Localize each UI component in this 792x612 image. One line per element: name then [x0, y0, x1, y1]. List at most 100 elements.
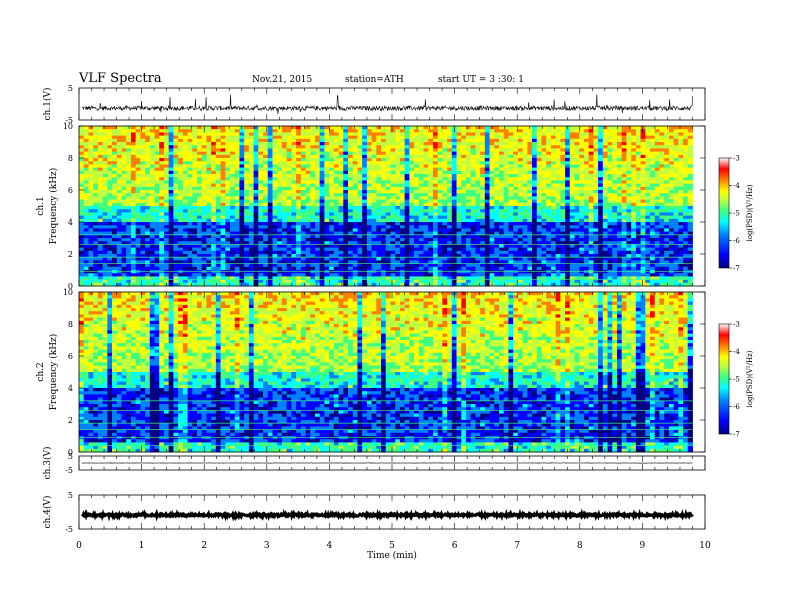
spectrogram-cell — [399, 247, 406, 252]
spectrogram-cell — [102, 174, 108, 178]
spectrogram-cell — [517, 196, 523, 200]
spectrogram-cell — [376, 241, 382, 245]
spectrogram-cell — [461, 276, 467, 280]
spectrogram-cell — [88, 244, 94, 248]
spectrogram-cell — [484, 215, 490, 220]
spectrogram-cell — [414, 276, 420, 280]
spectrogram-cell — [145, 145, 151, 149]
spectrogram-cell — [305, 276, 311, 280]
spectrogram-cell — [277, 266, 283, 271]
spectrogram-cell — [248, 126, 255, 130]
spectrogram-cell — [211, 174, 217, 178]
spectrogram-cell — [532, 282, 538, 287]
spectrogram-cell — [333, 279, 339, 284]
spectrogram-cell — [352, 158, 358, 162]
spectrogram-cell — [149, 250, 155, 255]
spectrogram-cell — [333, 263, 339, 268]
spectrogram-cell — [418, 276, 424, 280]
spectrogram-cell — [352, 254, 358, 258]
spectrogram-cell — [470, 250, 476, 255]
spectrogram-cell — [546, 167, 552, 172]
spectrogram-cell — [343, 212, 349, 216]
spectrogram-cell — [418, 215, 424, 220]
spectrogram-cell — [211, 218, 217, 223]
spectrogram-cell — [347, 231, 354, 236]
spectrogram-cell — [508, 142, 514, 146]
spectrogram-cell — [211, 282, 217, 287]
spectrogram-cell — [305, 199, 311, 204]
spectrogram-cell — [484, 231, 490, 236]
spectrogram-cell — [97, 254, 103, 258]
spectrogram-cell — [465, 186, 472, 191]
spectrogram-cell — [286, 266, 292, 271]
spectrogram-cell — [135, 132, 141, 136]
spectrogram-cell — [220, 238, 226, 242]
spectrogram-cell — [470, 244, 476, 248]
spectrogram-cell — [376, 222, 382, 226]
spectrogram-cell — [277, 177, 283, 181]
spectrogram-cell — [409, 199, 415, 204]
spectrogram-cell — [395, 266, 401, 271]
spectrogram-cell — [503, 174, 509, 178]
spectrogram-cell — [263, 263, 269, 268]
spectrogram-cell — [494, 238, 500, 242]
spectrogram-cell — [206, 247, 212, 252]
spectrogram-cell — [499, 212, 505, 216]
spectrogram-cell — [385, 148, 391, 152]
spectrogram-cell — [305, 215, 311, 220]
spectrogram-cell — [112, 186, 118, 191]
spectrogram-cell — [423, 193, 429, 197]
spectrogram-cell — [149, 276, 155, 280]
spectrogram-cell — [442, 164, 448, 168]
spectrogram-cell — [437, 212, 443, 216]
spectrogram-cell — [484, 190, 490, 194]
spectrogram-cell — [541, 174, 547, 178]
spectrogram-cell — [215, 218, 221, 223]
spectrogram-cell — [267, 148, 273, 152]
spectrogram-cell — [508, 151, 514, 156]
spectrogram-cell — [116, 180, 122, 184]
spectrogram-cell — [258, 158, 264, 162]
spectrogram-cell — [154, 202, 160, 207]
spectrogram-cell — [508, 254, 514, 258]
spectrogram-cell — [239, 167, 245, 172]
spectrogram-cell — [503, 135, 509, 140]
spectrogram-cell — [333, 244, 339, 248]
spectrogram-cell — [206, 161, 212, 165]
spectrogram-cell — [536, 142, 542, 146]
spectrogram-cell — [371, 206, 377, 210]
spectrogram-cell — [484, 222, 490, 226]
spectrogram-cell — [324, 151, 330, 156]
spectrogram-cell — [522, 241, 528, 245]
spectrogram-cell — [149, 170, 155, 175]
spectrogram-cell — [447, 135, 453, 140]
spectrogram-cell — [79, 138, 85, 143]
spectrogram-cell — [145, 129, 151, 133]
spectrogram-cell — [451, 241, 457, 245]
spectrogram-cell — [465, 231, 472, 236]
spectrogram-cell — [145, 244, 151, 248]
spectrogram-cell — [126, 206, 132, 210]
spectrogram-cell — [352, 142, 358, 146]
spectrogram-cell — [112, 206, 118, 210]
spectrogram-cell — [258, 151, 264, 156]
spectrogram-cell — [102, 161, 108, 165]
spectrogram-cell — [263, 234, 269, 239]
spectrogram-cell — [428, 126, 434, 130]
spectrogram-cell — [404, 218, 410, 223]
spectrogram-cell — [371, 164, 377, 168]
spectrogram-cell — [173, 241, 179, 245]
spectrogram-cell — [88, 279, 94, 284]
spectrogram-cell — [107, 161, 113, 165]
spectrogram-cell — [376, 186, 382, 191]
spectrogram-cell — [522, 132, 528, 136]
spectrogram-cell — [267, 273, 273, 277]
spectrogram-cell — [527, 151, 533, 156]
spectrogram-cell — [527, 177, 533, 181]
spectrogram-cell — [470, 193, 476, 197]
spectrogram-cell — [79, 199, 85, 204]
spectrogram-cell — [79, 225, 85, 229]
spectrogram-cell — [267, 263, 273, 268]
spectrogram-cell — [347, 238, 354, 242]
spectrogram-cell — [395, 250, 401, 255]
